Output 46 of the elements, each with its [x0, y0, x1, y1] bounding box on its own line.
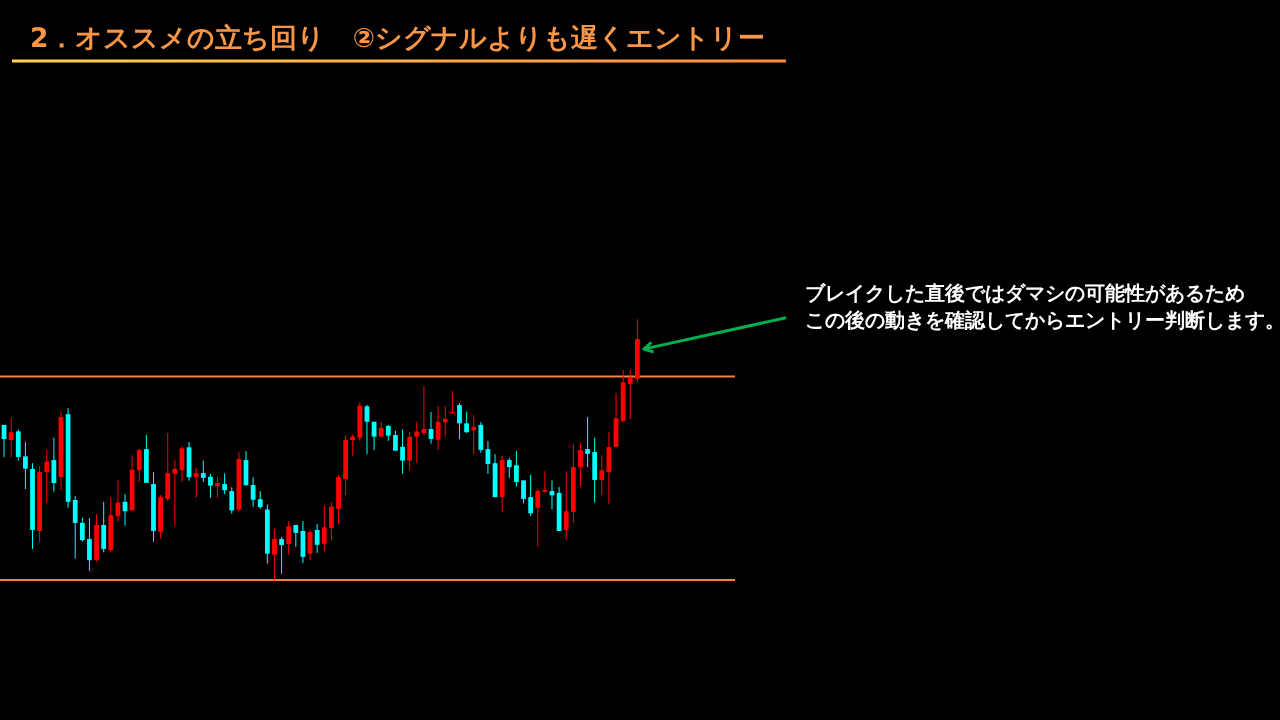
candlestick	[8, 417, 14, 458]
candlestick	[279, 536, 284, 575]
candlestick	[250, 476, 256, 508]
candlestick	[272, 528, 277, 581]
candlestick	[229, 486, 235, 515]
candlestick	[506, 457, 512, 479]
candlestick	[414, 421, 420, 464]
candlestick	[442, 405, 448, 438]
candlestick	[200, 460, 206, 483]
candlestick	[87, 517, 92, 572]
candlestick	[578, 442, 583, 487]
candlestick	[457, 402, 462, 440]
candlestick	[321, 505, 327, 552]
candlestick	[350, 433, 356, 457]
candlestick	[222, 472, 228, 495]
candlestick	[329, 501, 334, 542]
candlestick	[471, 414, 477, 455]
candlestick	[136, 448, 142, 483]
candlestick	[215, 476, 220, 499]
candlestick	[627, 369, 633, 420]
candlestick	[563, 470, 569, 541]
candlestick	[193, 467, 199, 499]
candlestick	[514, 450, 519, 488]
candlestick	[435, 405, 441, 451]
candlestick	[599, 454, 605, 496]
candlestick	[542, 470, 548, 494]
candlestick	[528, 474, 534, 517]
chart-title: 2．オススメの立ち回り ②シグナルよりも遅くエントリー	[30, 22, 765, 53]
candlestick	[79, 517, 85, 543]
candlestick	[72, 495, 78, 560]
candlestick	[314, 523, 320, 554]
candlestick	[393, 430, 398, 452]
candlestick	[585, 416, 590, 468]
candlestick	[400, 428, 405, 475]
candlestick	[51, 437, 57, 493]
candlestick	[172, 459, 178, 527]
candlestick	[208, 473, 213, 499]
candlestick	[464, 411, 469, 434]
candlestick	[101, 501, 107, 553]
candlestick	[286, 520, 292, 556]
candlestick	[521, 479, 526, 504]
candlestick	[407, 431, 413, 471]
candlestick	[23, 441, 28, 490]
candlestick	[44, 449, 50, 504]
text: ブレイクした直後ではダマシの可能性があるためこの後の動きを確認してからエントリー判断します。	[805, 281, 1280, 332]
candlestick	[535, 488, 541, 548]
